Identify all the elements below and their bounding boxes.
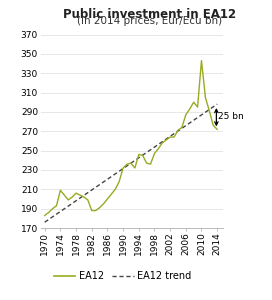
- Text: 25 bn: 25 bn: [218, 112, 244, 121]
- Text: (in 2014 prices, Eur/Ecu bn): (in 2014 prices, Eur/Ecu bn): [77, 16, 222, 26]
- Legend: EA12, EA12 trend: EA12, EA12 trend: [50, 267, 196, 285]
- Text: Public investment in EA12: Public investment in EA12: [63, 8, 236, 20]
